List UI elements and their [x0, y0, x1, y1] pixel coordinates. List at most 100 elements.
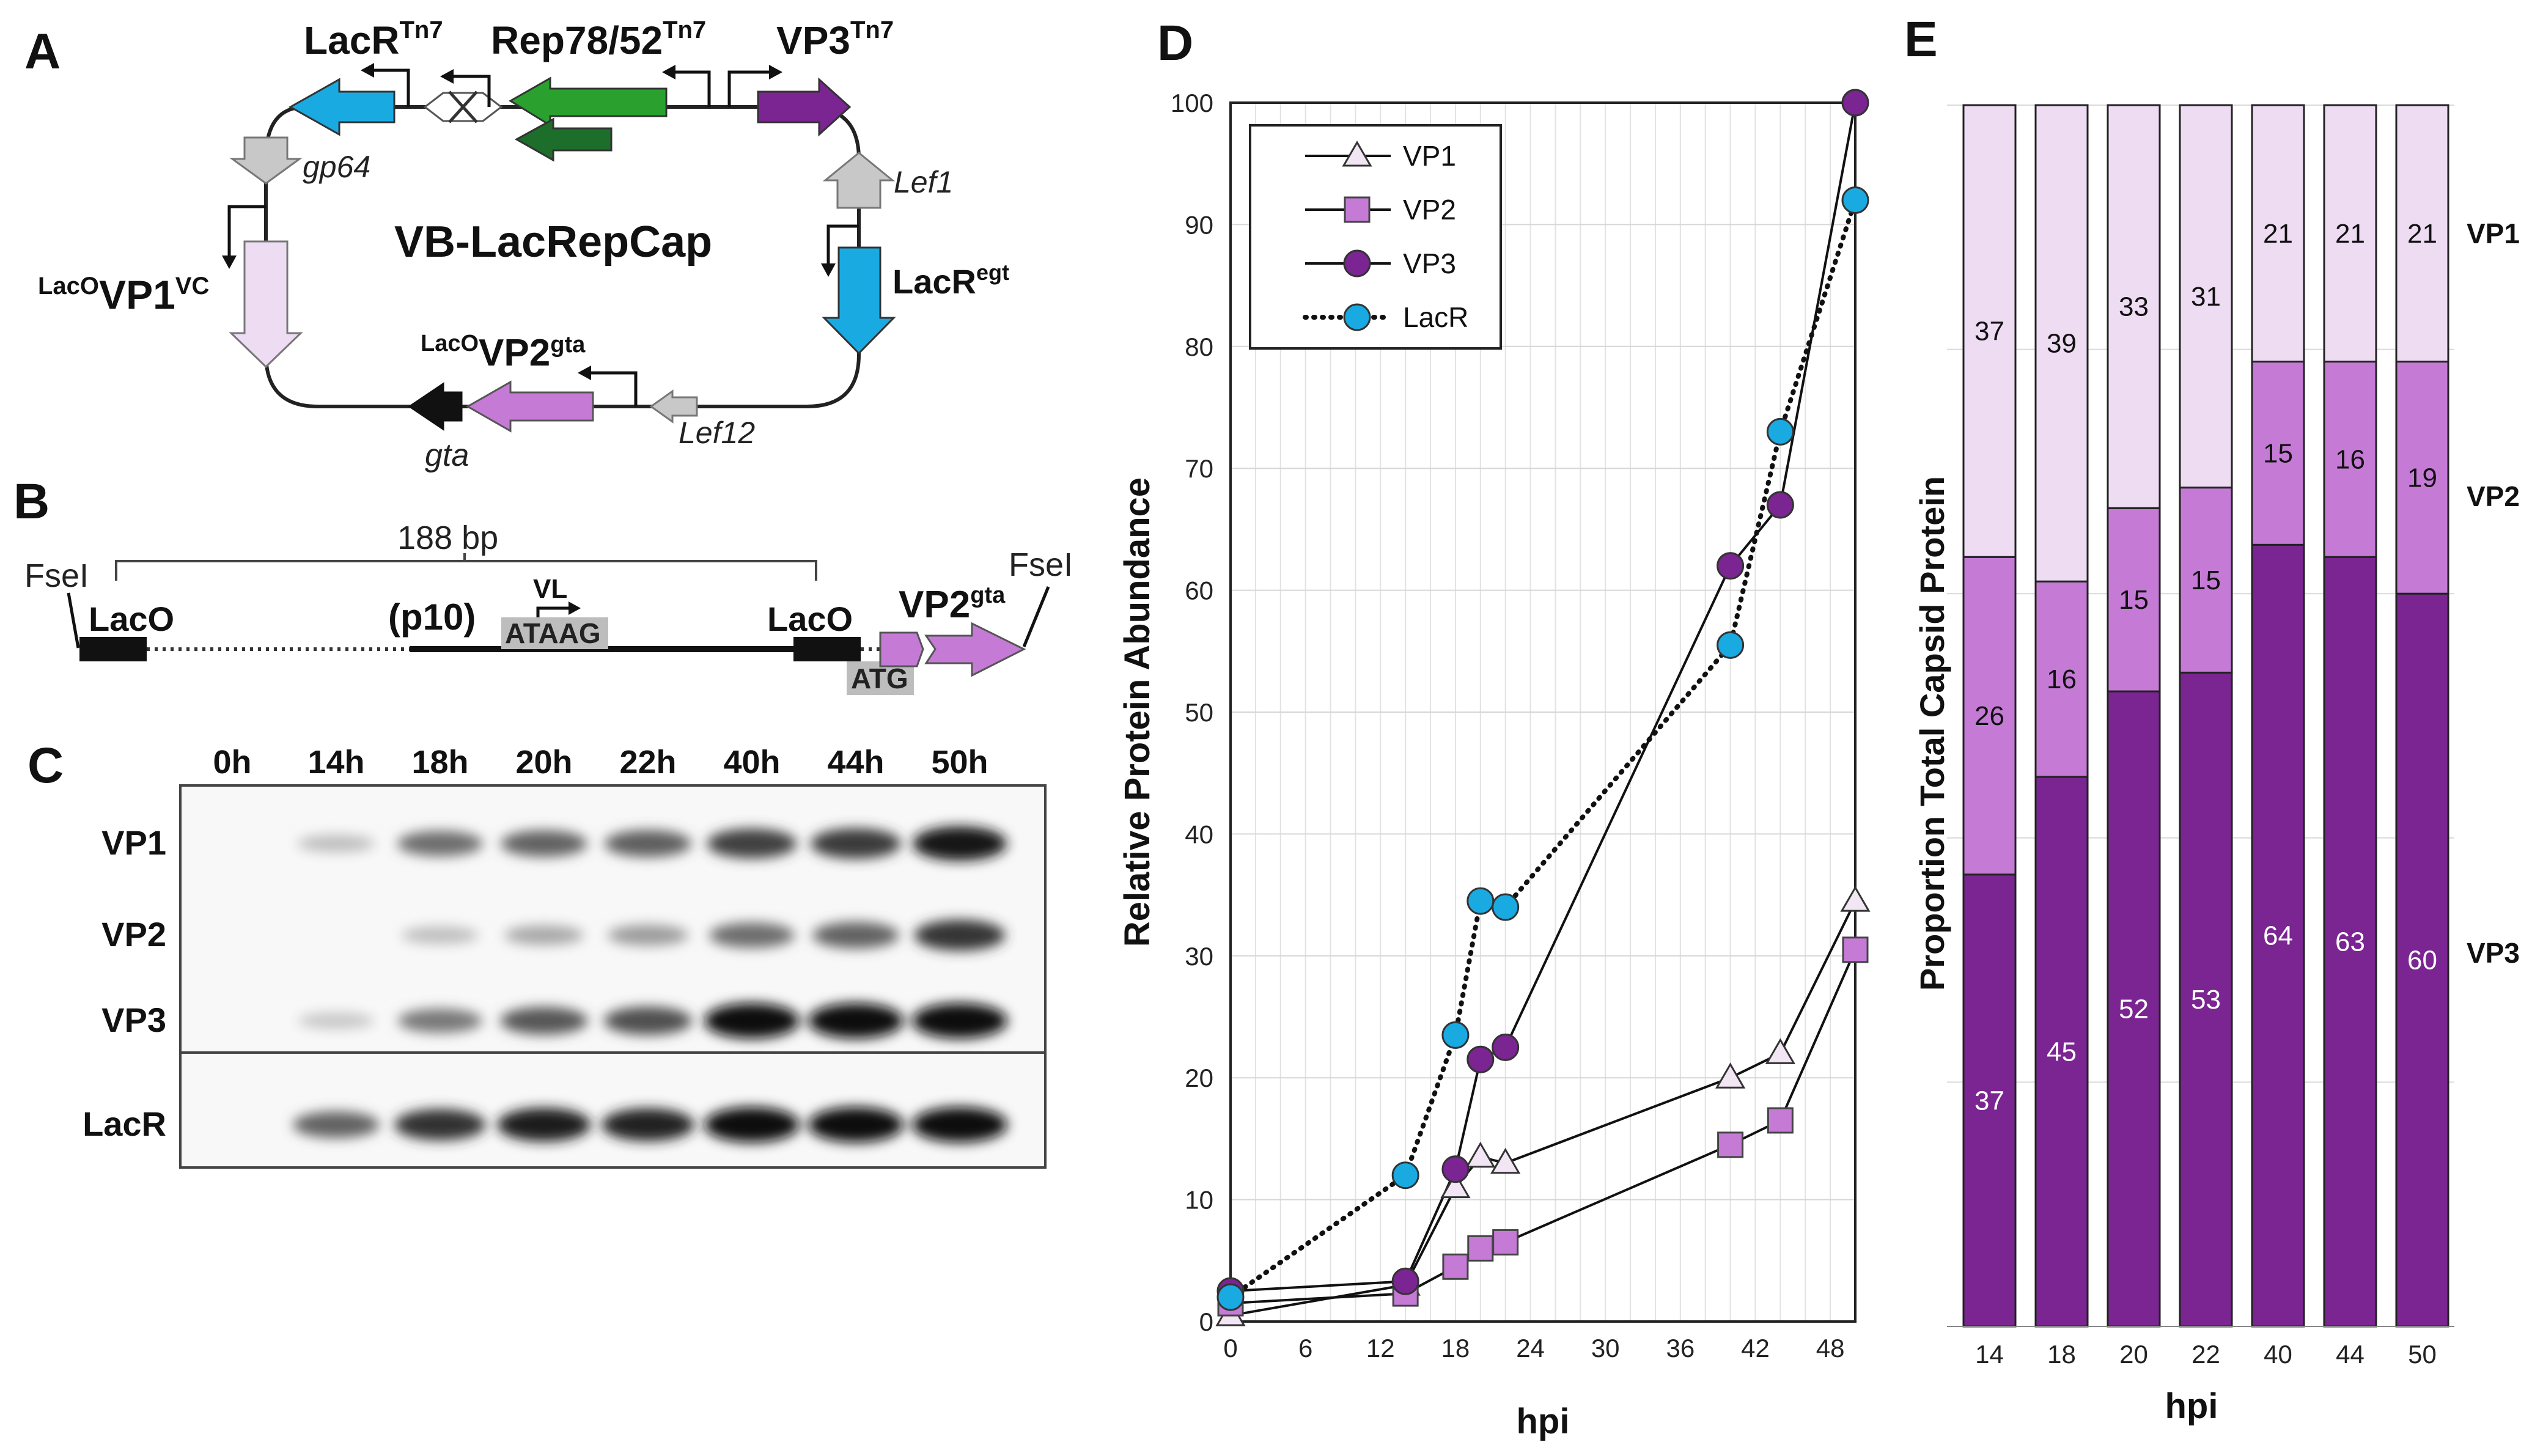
- bar-value-label: 45: [2047, 1037, 2077, 1067]
- promoter-arrowhead-icon: [821, 263, 836, 277]
- fsei-left-cut: [67, 592, 80, 649]
- rep-tn7-label: Rep78/52Tn7: [491, 17, 706, 62]
- promoter-arrow-icon: [449, 75, 491, 107]
- promoter-arrowhead-icon: [222, 256, 237, 269]
- bar-segment-vp3: [2323, 556, 2377, 1328]
- lacr-point: [1766, 417, 1794, 446]
- vp1-point: [1490, 1147, 1521, 1174]
- bar-segment-vp2: [2179, 487, 2233, 674]
- gp64-label: gp64: [303, 150, 370, 184]
- blot-band: [398, 1009, 482, 1033]
- y-axis-label: Proportion Total Capsid Protein: [1913, 476, 1951, 991]
- vp3-point: [1391, 1267, 1419, 1295]
- panel-label-b: B: [13, 474, 50, 529]
- gta-label: gta: [425, 438, 469, 473]
- vp2-gta-gene: [465, 380, 594, 433]
- blot-timepoint-label: 22h: [619, 744, 676, 781]
- vp3-point: [1467, 1045, 1495, 1073]
- x-tick-label: 48: [1816, 1334, 1845, 1362]
- bar-segment-vp2: [2323, 361, 2377, 558]
- plot-border: [1229, 101, 1857, 1323]
- x-tick-label: 50: [2408, 1340, 2437, 1369]
- atg-label: ATG: [851, 663, 908, 694]
- blot-row-label: LacR: [83, 1105, 166, 1143]
- gta-gene: [408, 382, 463, 431]
- blot-row-label: VP1: [101, 823, 166, 862]
- bar-value-label: 21: [2407, 219, 2437, 249]
- blot-timepoint-label: 20h: [515, 744, 572, 781]
- series-label-vp1: VP1: [2467, 218, 2520, 249]
- laco-right-label: LacO: [767, 600, 853, 638]
- blot-timepoint-label: 14h: [307, 744, 364, 781]
- panel-label-d: D: [1157, 15, 1193, 71]
- blot-band: [709, 922, 795, 948]
- bar-segment-vp1: [1962, 104, 2017, 558]
- vp2-point: [1717, 1131, 1744, 1158]
- blot-band: [704, 1003, 800, 1039]
- blot-timepoint-label: 44h: [827, 744, 884, 781]
- ataag-label: ATAAG: [505, 617, 601, 649]
- lacr-tn7-label: LacRTn7: [304, 17, 443, 62]
- y-tick-label: 70: [1185, 454, 1213, 483]
- x-tick-label: 40: [2264, 1340, 2292, 1369]
- panel-label-e: E: [1904, 12, 1938, 67]
- promoter-arrow-icon: [727, 70, 773, 107]
- promoter-arrow-icon: [587, 371, 638, 406]
- panel-e: E 37 26 37 14 45 16 39 18 52 15 33 20 53 15 31 22 64 15 21…: [1904, 12, 2520, 1426]
- bar-value-label: 37: [1974, 317, 2004, 347]
- legend-label: VP2: [1403, 194, 1456, 226]
- promoter-arrow-icon: [370, 68, 410, 107]
- bar-value-label: 39: [2047, 329, 2077, 359]
- vp2-point: [1767, 1107, 1794, 1134]
- lacr-point: [1717, 631, 1745, 659]
- laco-left-box: [79, 637, 147, 661]
- x-tick-label: 6: [1298, 1334, 1312, 1362]
- plasmid-title: VB-LacRepCap: [394, 218, 712, 267]
- legend-label: VP1: [1403, 140, 1456, 172]
- blot-band: [500, 1007, 588, 1035]
- bar-value-label: 31: [2191, 282, 2221, 312]
- blot-timepoint-label: 0h: [213, 744, 251, 781]
- promoter-arrowhead-icon: [361, 63, 374, 78]
- vl-arrowhead-icon: [569, 601, 581, 615]
- x-tick-label: 42: [1741, 1334, 1770, 1362]
- bp-label: 188 bp: [397, 520, 498, 556]
- series-label-vp2: VP2: [2467, 480, 2520, 512]
- vp1-point: [1840, 886, 1871, 912]
- y-tick-label: 90: [1185, 210, 1213, 239]
- blot-band: [707, 828, 797, 859]
- blot-timepoint-label: 18h: [411, 744, 468, 781]
- blot-bands: [293, 826, 1007, 1142]
- x-tick-label: 22: [2192, 1340, 2220, 1369]
- bar-segment-vp3: [2179, 671, 2233, 1328]
- y-tick-label: 50: [1185, 698, 1213, 727]
- bar-value-label: 21: [2263, 219, 2293, 249]
- bar-value-label: 16: [2047, 664, 2077, 694]
- y-tick-label: 80: [1185, 333, 1213, 361]
- lacr-point: [1343, 303, 1371, 331]
- lacr-tn7-gene: [288, 78, 396, 136]
- panel-c: C 0h 14h 18h 20h 22h 40h 44h 50h VP1 VP2 VP3 LacR: [28, 738, 1047, 1169]
- lef1-gene: [822, 152, 896, 209]
- blot-band: [603, 1006, 693, 1035]
- bar-value-label: 60: [2407, 946, 2437, 976]
- blot-band: [394, 1109, 486, 1141]
- panel-d: D 0 10 20 30 40 50 60 70 80 90 100 0 6 12 18 24 30 36 42 48…: [1117, 15, 1871, 1441]
- blot-row-label: VP2: [101, 915, 166, 954]
- y-tick-label: 20: [1185, 1064, 1213, 1092]
- vp2-exon-2: [924, 622, 1026, 677]
- promoter-arrowhead-icon: [662, 65, 675, 79]
- blot-band: [912, 826, 1007, 861]
- series-label-vp3: VP3: [2467, 937, 2520, 969]
- blot-band: [504, 925, 584, 946]
- vp1-label: LacOVP1VC: [38, 272, 209, 317]
- y-tick-label: 100: [1171, 89, 1213, 117]
- vp2-point: [1467, 1235, 1494, 1262]
- vp1-point: [1715, 1062, 1746, 1089]
- y-tick-label: 60: [1185, 576, 1213, 605]
- bp-bracket: [115, 553, 817, 581]
- vp3-point: [1841, 89, 1869, 117]
- bar-segment-vp1: [2107, 104, 2161, 509]
- vp3-point: [1766, 491, 1794, 519]
- bar-value-label: 19: [2407, 463, 2437, 493]
